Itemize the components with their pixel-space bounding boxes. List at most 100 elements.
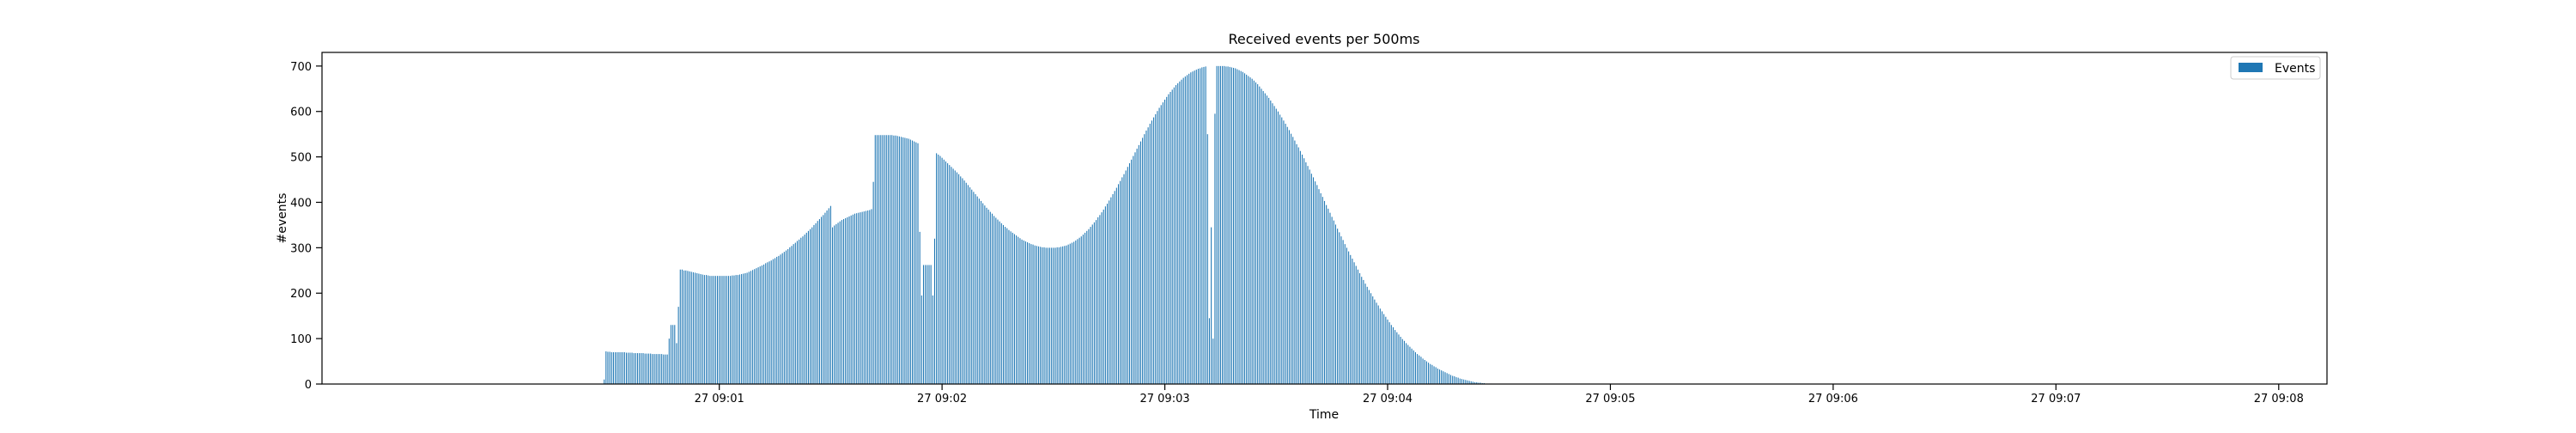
y-tick-label: 600	[290, 107, 312, 119]
bar	[631, 352, 633, 384]
bar	[1139, 141, 1141, 384]
bar	[1414, 351, 1416, 384]
bar	[1474, 381, 1476, 384]
bar	[1470, 381, 1472, 384]
bar	[1179, 81, 1181, 384]
bar	[1350, 254, 1352, 384]
bar	[1394, 330, 1396, 384]
bar	[1110, 197, 1112, 384]
bar	[726, 276, 727, 384]
bar	[615, 351, 617, 384]
bar	[1283, 120, 1285, 384]
bar	[1093, 222, 1095, 384]
bar	[967, 185, 969, 384]
bar	[1355, 265, 1357, 384]
bar	[917, 143, 919, 384]
bar	[995, 217, 997, 384]
bar	[661, 354, 663, 384]
bar	[1459, 378, 1461, 384]
bar	[644, 353, 646, 384]
bar	[776, 256, 778, 384]
bar	[1253, 80, 1255, 384]
bar	[735, 275, 737, 384]
bar	[620, 351, 622, 384]
bar	[1206, 134, 1208, 384]
bar	[1305, 162, 1307, 384]
bar	[1142, 137, 1144, 384]
bar	[1342, 240, 1344, 384]
bar	[772, 259, 774, 384]
bar	[738, 274, 740, 384]
bar	[1045, 247, 1047, 384]
bar	[1240, 70, 1242, 385]
bar	[1128, 163, 1131, 384]
bar	[1195, 70, 1197, 384]
bar	[936, 153, 938, 384]
bar	[1326, 204, 1327, 384]
bar	[720, 276, 722, 384]
bar	[605, 351, 607, 384]
bar	[1452, 375, 1454, 384]
bar	[1435, 367, 1437, 384]
bar	[1034, 245, 1036, 384]
bar	[672, 325, 674, 384]
bar	[904, 137, 906, 384]
bar	[1131, 159, 1133, 385]
bar	[841, 220, 842, 384]
bar	[920, 295, 922, 384]
bar	[1272, 103, 1273, 384]
bar	[783, 252, 785, 384]
bar	[629, 352, 631, 384]
bar	[769, 261, 770, 384]
bar	[741, 274, 743, 384]
bar	[1299, 150, 1301, 385]
bar	[1446, 373, 1448, 384]
bar	[1086, 230, 1088, 384]
bar	[637, 353, 639, 384]
bar	[1013, 234, 1015, 384]
bar	[1294, 140, 1296, 384]
bar	[1400, 337, 1401, 384]
bar	[930, 265, 932, 384]
bar	[1125, 170, 1127, 384]
bar	[1257, 84, 1259, 384]
bar	[1219, 65, 1221, 385]
legend-swatch	[2239, 63, 2263, 72]
bar	[1225, 66, 1227, 384]
bar	[650, 353, 652, 384]
bar	[1192, 71, 1194, 385]
bar	[1032, 244, 1034, 384]
bar	[887, 135, 889, 385]
bar	[1171, 89, 1173, 385]
bar	[711, 276, 713, 384]
y-tick-label: 100	[290, 333, 312, 346]
bar	[647, 353, 650, 384]
bar	[1030, 244, 1032, 384]
bar	[1334, 224, 1337, 384]
bar	[1340, 236, 1342, 384]
bar	[1170, 92, 1171, 384]
bar	[874, 135, 876, 385]
bar	[791, 246, 793, 384]
bar	[805, 232, 807, 384]
bar	[858, 212, 860, 384]
bar	[952, 168, 954, 384]
bar	[1285, 124, 1286, 384]
bar	[1194, 70, 1195, 385]
bar	[1120, 180, 1121, 384]
bar	[933, 238, 936, 384]
bar	[1425, 361, 1427, 384]
x-tick-label: 27 09:06	[1808, 393, 1858, 406]
bar	[1040, 247, 1042, 384]
bar	[1377, 305, 1379, 384]
bar	[813, 224, 815, 384]
bar	[1268, 97, 1270, 384]
bar	[960, 176, 962, 384]
bar	[778, 255, 780, 384]
y-tick-label: 0	[305, 379, 312, 392]
bar	[1344, 244, 1346, 384]
bar	[1186, 75, 1188, 384]
bar	[1407, 345, 1409, 384]
bar	[1302, 154, 1303, 384]
bar	[655, 354, 657, 384]
